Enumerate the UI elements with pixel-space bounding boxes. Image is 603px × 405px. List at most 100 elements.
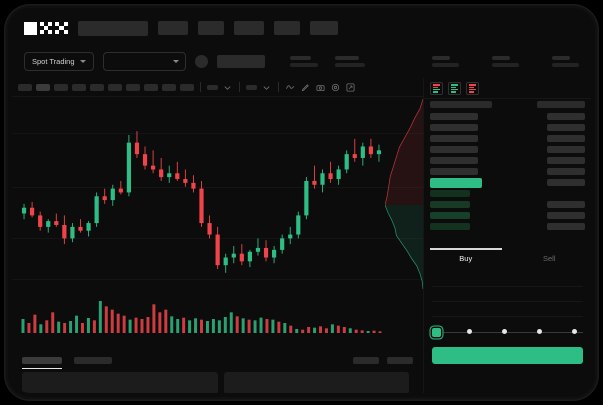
- order-book-bid-row[interactable]: [430, 188, 585, 199]
- orders-action-2[interactable]: [387, 357, 413, 364]
- order-book-rows: [424, 111, 591, 232]
- fullscreen-icon[interactable]: [345, 82, 356, 93]
- ob-mode-asks-icon[interactable]: [466, 82, 479, 95]
- order-book-bid-row[interactable]: [430, 221, 585, 232]
- stat-24h-low: [492, 55, 519, 67]
- order-book-ask-row[interactable]: [430, 144, 585, 155]
- price-field[interactable]: [432, 272, 583, 287]
- stat-24h-high: [432, 55, 459, 67]
- slider-handle[interactable]: [432, 327, 441, 337]
- order-book-spread-row: [430, 177, 585, 188]
- ob-mode-both-icon[interactable]: [430, 82, 443, 95]
- active-tab-underline: [430, 248, 502, 250]
- order-book-ask-row[interactable]: [430, 122, 585, 133]
- tab-order-history[interactable]: [74, 357, 112, 364]
- nav-item-markets[interactable]: [158, 21, 188, 35]
- amount-percent-slider[interactable]: [432, 327, 583, 337]
- timeframe-button[interactable]: [108, 83, 122, 91]
- order-book-bid-row[interactable]: [430, 199, 585, 210]
- order-book-ask-row[interactable]: [430, 166, 585, 177]
- ob-col-amount: [537, 101, 585, 108]
- gridline: [12, 279, 423, 280]
- amount-field[interactable]: [432, 287, 583, 302]
- gridline: [12, 187, 423, 188]
- chevron-down-icon: [173, 59, 180, 63]
- timeframe-button[interactable]: [144, 83, 158, 91]
- toolbar-divider: [278, 82, 279, 92]
- indicator-icon[interactable]: [285, 82, 296, 93]
- timeframe-button[interactable]: [18, 83, 32, 91]
- content-box-right: [224, 372, 409, 393]
- stat-last-price: [290, 55, 318, 67]
- nav-item-earn[interactable]: [274, 21, 300, 35]
- market-type-select[interactable]: Spot Trading: [24, 51, 94, 71]
- order-book-bid-row[interactable]: [430, 210, 585, 221]
- timeframe-button[interactable]: [90, 83, 104, 91]
- indicators-label: [246, 84, 257, 90]
- content-box-left: [22, 372, 218, 393]
- chart-toolbar: [12, 78, 423, 96]
- pair-name-placeholder: [217, 54, 265, 68]
- volume-series: [21, 301, 382, 333]
- candlestick-series: [21, 131, 382, 273]
- slider-stop-25[interactable]: [467, 329, 472, 334]
- buy-sell-tab-bar: Buy Sell: [424, 248, 591, 268]
- orders-action-1[interactable]: [353, 357, 379, 364]
- trading-pair-select[interactable]: [102, 51, 187, 71]
- slider-track: [432, 331, 583, 333]
- order-book-ask-row[interactable]: [430, 155, 585, 166]
- search-input[interactable]: [78, 20, 148, 36]
- chevron-down-icon: [79, 59, 86, 63]
- timeframe-button-active[interactable]: [36, 83, 50, 91]
- toolbar-divider: [239, 82, 240, 92]
- timeframe-button[interactable]: [54, 83, 68, 91]
- stat-24h-change: [335, 55, 365, 67]
- tab-open-orders[interactable]: [22, 357, 62, 369]
- orders-actions: [353, 357, 413, 364]
- timeframe-button[interactable]: [180, 83, 194, 91]
- chevron-down-icon[interactable]: [222, 82, 233, 93]
- slider-stop-100[interactable]: [572, 329, 577, 334]
- okx-logo[interactable]: [24, 21, 68, 35]
- order-book-panel: [423, 78, 591, 248]
- depth-chart-overlay: [385, 97, 423, 293]
- depth-series: [385, 98, 423, 290]
- top-navigation-bar: [12, 12, 591, 44]
- total-field[interactable]: [432, 302, 583, 317]
- order-book-ask-row[interactable]: [430, 111, 585, 122]
- ob-mode-bids-icon[interactable]: [448, 82, 461, 95]
- tab-buy[interactable]: Buy: [459, 254, 473, 263]
- stat-24h-volume: [552, 55, 579, 67]
- trade-form-panel: Buy Sell: [423, 248, 591, 393]
- slider-stop-50[interactable]: [502, 329, 507, 334]
- ob-col-price: [430, 101, 492, 108]
- chart-type-label: [207, 84, 218, 90]
- slider-stop-75[interactable]: [537, 329, 542, 334]
- pair-avatar: [195, 54, 209, 68]
- order-book-mode-switch: [424, 78, 591, 98]
- nav-item-trade[interactable]: [198, 21, 224, 35]
- candlestick-chart[interactable]: [12, 97, 423, 293]
- chevron-down-icon[interactable]: [261, 82, 272, 93]
- buy-submit-button[interactable]: [432, 347, 583, 364]
- timeframe-button[interactable]: [162, 83, 176, 91]
- camera-icon[interactable]: [315, 82, 326, 93]
- order-input-fields: [424, 268, 591, 317]
- target-icon[interactable]: [330, 82, 341, 93]
- nav-item-more[interactable]: [310, 21, 338, 35]
- tab-sell[interactable]: Sell: [542, 254, 556, 263]
- timeframe-button[interactable]: [126, 83, 140, 91]
- order-book-header: [424, 98, 591, 111]
- order-book-ask-row[interactable]: [430, 133, 585, 144]
- nav-item-derivatives[interactable]: [234, 21, 264, 35]
- volume-chart: [12, 293, 423, 339]
- orders-content: [12, 364, 423, 393]
- market-type-label: Spot Trading: [32, 56, 75, 66]
- price-chart-panel[interactable]: [12, 96, 423, 351]
- pencil-icon[interactable]: [300, 82, 311, 93]
- logo-x-icon: [55, 21, 68, 35]
- gridline: [12, 133, 423, 134]
- logo-k-icon: [39, 21, 53, 35]
- market-sub-navigation: Spot Trading: [12, 44, 591, 78]
- timeframe-button[interactable]: [72, 83, 86, 91]
